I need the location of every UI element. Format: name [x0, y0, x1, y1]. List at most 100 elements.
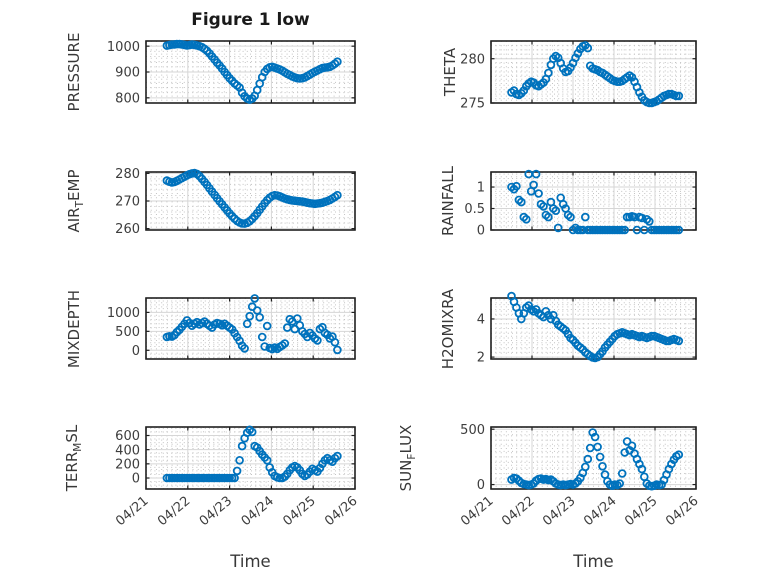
ylabel-text: LUX [397, 424, 415, 454]
series-markers [507, 428, 684, 491]
ylabel-text: SL [63, 424, 81, 443]
marker [521, 215, 531, 224]
series-markers [162, 294, 342, 355]
marker [257, 332, 267, 342]
major-grid [491, 172, 696, 230]
x-tick-label: 04/24 [581, 494, 619, 530]
marker [583, 43, 593, 53]
marker [260, 342, 270, 351]
ylabel-text: AIR [65, 207, 83, 233]
ylabel-h2omixra: H2OMIXRA [438, 244, 458, 414]
marker [237, 441, 247, 451]
marker [674, 336, 684, 346]
ylabel-text: TERR [63, 451, 81, 492]
series-markers [162, 425, 342, 483]
marker [531, 169, 541, 179]
ylabel-text: EMP [65, 169, 83, 201]
marker [580, 462, 590, 472]
axes-frame [490, 426, 697, 490]
ylabel-text: SUN [397, 459, 415, 492]
marker [333, 190, 342, 200]
minor-grid [146, 298, 355, 359]
marker [615, 479, 624, 488]
subplot-air_temp: 260 270 280 [115, 167, 356, 237]
y-tick-label: 400 [115, 443, 140, 458]
minor-grid [491, 427, 696, 489]
marker [627, 441, 637, 451]
marker [583, 454, 593, 464]
marker [242, 319, 252, 329]
ylabel-text: PRESSURE [65, 32, 83, 112]
marker [580, 212, 590, 222]
series-markers [162, 39, 342, 104]
marker [544, 68, 553, 78]
ylabel-terr-msl: TERRMSL [62, 373, 84, 543]
figure-title: Figure 1 low [191, 10, 310, 30]
axes-frame [490, 297, 697, 360]
marker [512, 181, 521, 191]
y-tick-label: 0.5 [464, 202, 485, 217]
y-tick-label: 1 [477, 181, 485, 196]
series-markers [507, 41, 684, 108]
x-tick-label: 04/23 [197, 494, 235, 530]
y-tick-label: 800 [115, 91, 140, 106]
x-tick-label: 04/21 [113, 494, 151, 530]
x-tick-label: 04/21 [458, 494, 496, 530]
y-tick-label: 500 [460, 423, 485, 438]
y-tick-label: 280 [460, 52, 485, 67]
ylabel-text: H2OMIXRA [439, 288, 457, 369]
y-tick-label: 2 [477, 351, 485, 366]
marker [230, 473, 239, 483]
marker [644, 217, 654, 226]
ylabel-text: RAINFALL [439, 166, 457, 236]
y-tick-label: 1000 [107, 40, 140, 55]
marker [674, 91, 684, 101]
marker [553, 223, 563, 233]
y-tick-label: 500 [115, 325, 140, 340]
marker [674, 450, 684, 460]
marker [262, 321, 272, 331]
marker [516, 197, 526, 207]
subplot-h2omixra: 24 [477, 291, 697, 366]
y-tick-label: 0 [132, 344, 140, 359]
ylabel-subscript: T [74, 200, 86, 208]
marker [637, 464, 647, 474]
marker [529, 180, 538, 190]
x-tick-label: 04/25 [622, 494, 660, 530]
marker [235, 455, 244, 465]
series-markers [507, 169, 684, 235]
y-tick-label: 4 [477, 313, 485, 328]
y-tick-label: 1000 [107, 306, 140, 321]
x-tick-label: 04/22 [499, 494, 537, 530]
marker [551, 206, 561, 216]
marker [617, 469, 627, 478]
subplot-theta: 275 280 [460, 40, 697, 112]
x-tick-label: 04/23 [540, 494, 578, 530]
marker [280, 339, 290, 348]
x-tick-label: 04/26 [322, 494, 360, 530]
marker [593, 442, 602, 452]
xlabel-time-right: Time [573, 552, 614, 571]
y-tick-label: 270 [115, 195, 140, 210]
marker [600, 470, 610, 479]
marker [240, 344, 249, 353]
x-tick-label: 04/22 [155, 494, 193, 530]
ylabel-text: THETA [441, 47, 459, 97]
marker [247, 427, 257, 437]
ylabel-text: MIXDEPTH [65, 289, 83, 368]
marker [330, 337, 340, 347]
x-tick-label: 04/25 [280, 494, 318, 530]
xlabel-time-left: Time [230, 552, 271, 571]
marker [232, 466, 242, 476]
subplot-sun_flux: 0 500 04/21 04/22 04/23 04/24 04/25 04/26 [458, 423, 701, 529]
marker [622, 437, 632, 446]
marker [595, 452, 605, 462]
y-tick-label: 280 [115, 167, 140, 182]
marker [639, 472, 649, 482]
marker [313, 336, 322, 345]
series-markers [507, 291, 684, 363]
subplot-mixdepth: 0 500 1000 [107, 294, 356, 360]
marker [262, 455, 272, 465]
